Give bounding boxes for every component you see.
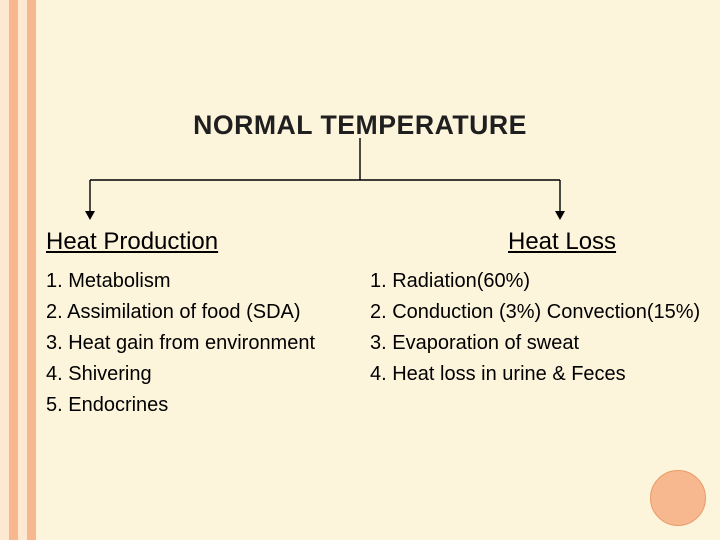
list-item: 1. Metabolism: [46, 266, 315, 297]
list-item: 5. Endocrines: [46, 390, 315, 421]
list-item: 1. Radiation(60%): [370, 266, 700, 297]
slide-title: NORMAL TEMPERATURE: [0, 110, 720, 141]
list-item: 3. Evaporation of sweat: [370, 328, 700, 359]
accent-circle-icon: [650, 470, 706, 526]
stripe-2: [9, 0, 18, 540]
stripe-4: [27, 0, 36, 540]
list-item: 4. Shivering: [46, 359, 315, 390]
heat-loss-heading: Heat Loss: [508, 228, 616, 256]
left-stripes: [0, 0, 36, 540]
list-item: 2. Conduction (3%) Convection(15%): [370, 297, 700, 328]
heat-production-list: 1. Metabolism2. Assimilation of food (SD…: [46, 266, 315, 421]
heat-production-heading: Heat Production: [46, 228, 218, 256]
stripe-1: [0, 0, 9, 540]
stripe-3: [18, 0, 27, 540]
list-item: 2. Assimilation of food (SDA): [46, 297, 315, 328]
heat-loss-list: 1. Radiation(60%)2. Conduction (3%) Conv…: [370, 266, 700, 390]
list-item: 4. Heat loss in urine & Feces: [370, 359, 700, 390]
slide: NORMAL TEMPERATURE Heat Production Heat …: [0, 0, 720, 540]
list-item: 3. Heat gain from environment: [46, 328, 315, 359]
